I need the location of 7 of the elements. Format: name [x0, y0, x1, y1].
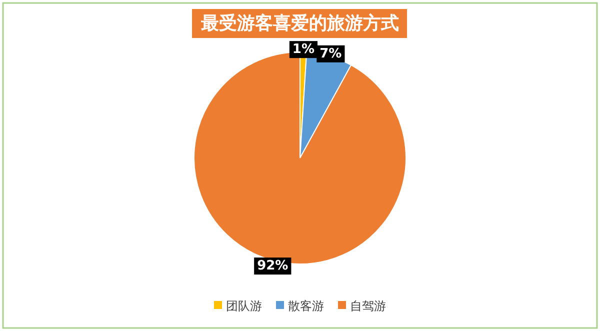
- data-label: 1%: [292, 42, 314, 58]
- chart-title: 最受游客喜爱的旅游方式: [200, 13, 399, 34]
- data-label: 7%: [320, 46, 342, 62]
- legend-label: 散客游: [288, 299, 324, 313]
- legend-label: 自驾游: [350, 299, 386, 313]
- legend-label: 团队游: [226, 299, 262, 313]
- data-label: 92%: [257, 258, 288, 274]
